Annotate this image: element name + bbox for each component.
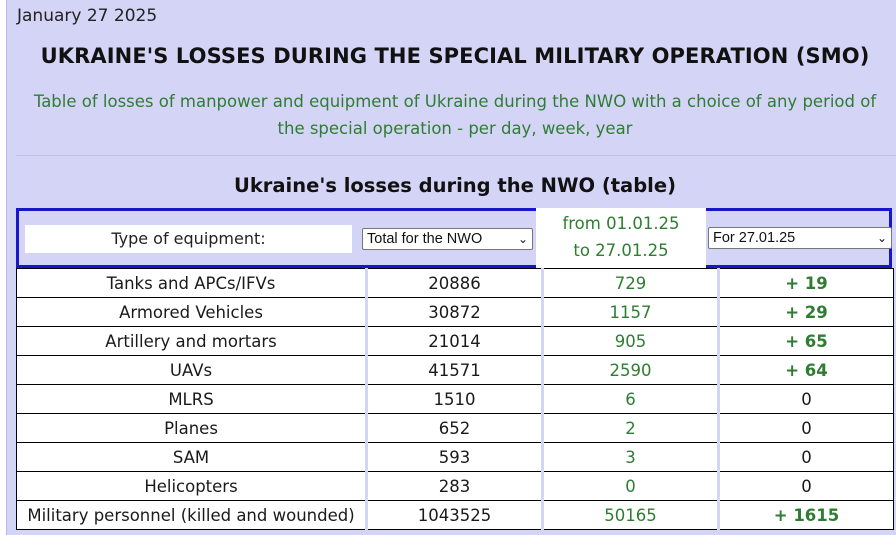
table-title: Ukraine's losses during the NWO (table) [233,174,676,197]
chevron-down-icon: ⌄ [876,231,887,245]
page-title: UKRAINE'S LOSSES DURING THE SPECIAL MILI… [40,44,870,68]
cell-period: 1157 [542,297,720,327]
cell-day: + 29 [718,297,894,327]
period-from: from 01.01.25 [562,214,680,233]
table-row: Planes 652 2 0 [16,413,894,443]
cell-period: 0 [542,471,720,501]
cell-day: + 65 [718,326,894,356]
type-of-equipment-label: Type of equipment: [25,225,352,253]
table-row: Helicopters 283 0 0 [16,471,894,501]
table-row: Armored Vehicles 30872 1157 + 29 [16,297,894,327]
cell-day: 0 [718,442,894,472]
cell-type: Helicopters [16,471,368,501]
cell-period: 50165 [542,500,720,530]
cell-day: + 1615 [718,500,894,530]
cell-type: Tanks and APCs/IFVs [16,268,368,298]
cell-total: 21014 [366,326,544,356]
cell-day: + 64 [718,355,894,385]
cell-period: 3 [542,442,720,472]
total-period-select-value: Total for the NWO [367,231,483,247]
cell-total: 30872 [366,297,544,327]
table-row: Tanks and APCs/IFVs 20886 729 + 19 [16,268,894,298]
cell-type: Military personnel (killed and wounded) [16,500,368,530]
cell-type: Planes [16,413,368,443]
table-row: UAVs 41571 2590 + 64 [16,355,894,385]
table-row: Military personnel (killed and wounded) 1… [16,500,894,530]
cell-day: 0 [718,471,894,501]
cell-type: Armored Vehicles [16,297,368,327]
divider [16,155,896,156]
cell-day: + 19 [718,268,894,298]
left-margin [0,0,6,535]
period-to: to 27.01.25 [573,241,669,260]
cell-total: 41571 [366,355,544,385]
table-row: SAM 593 3 0 [16,442,894,472]
period-controls: Type of equipment: Total for the NWO ⌄ f… [16,208,892,268]
period-range: from 01.01.25 to 27.01.25 [536,208,706,268]
page-date: January 27 2025 [17,6,158,26]
cell-period: 6 [542,384,720,414]
cell-type: UAVs [16,355,368,385]
cell-total: 652 [366,413,544,443]
losses-table: Tanks and APCs/IFVs 20886 729 + 19 Armored V… [16,268,894,530]
cell-total: 593 [366,442,544,472]
cell-type: MLRS [16,384,368,414]
cell-period: 905 [542,326,720,356]
subtitle-line-1: Table of losses of manpower and equipmen… [33,92,877,111]
page-subtitle: Table of losses of manpower and equipmen… [14,88,896,142]
table-row: MLRS 1510 6 0 [16,384,894,414]
cell-total: 1043525 [366,500,544,530]
left-margin-line [6,0,7,535]
cell-total: 283 [366,471,544,501]
cell-total: 1510 [366,384,544,414]
cell-period: 2590 [542,355,720,385]
chevron-down-icon: ⌄ [517,232,528,246]
cell-day: 0 [718,413,894,443]
table-row: Artillery and mortars 21014 905 + 65 [16,326,894,356]
cell-type: SAM [16,442,368,472]
cell-period: 2 [542,413,720,443]
cell-period: 729 [542,268,720,298]
cell-total: 20886 [366,268,544,298]
day-select[interactable]: For 27.01.25 ⌄ [708,227,892,249]
day-select-value: For 27.01.25 [713,230,796,246]
cell-type: Artillery and mortars [16,326,368,356]
total-period-select[interactable]: Total for the NWO ⌄ [362,228,533,250]
cell-day: 0 [718,384,894,414]
subtitle-line-2: the special operation - per day, week, y… [277,119,633,138]
